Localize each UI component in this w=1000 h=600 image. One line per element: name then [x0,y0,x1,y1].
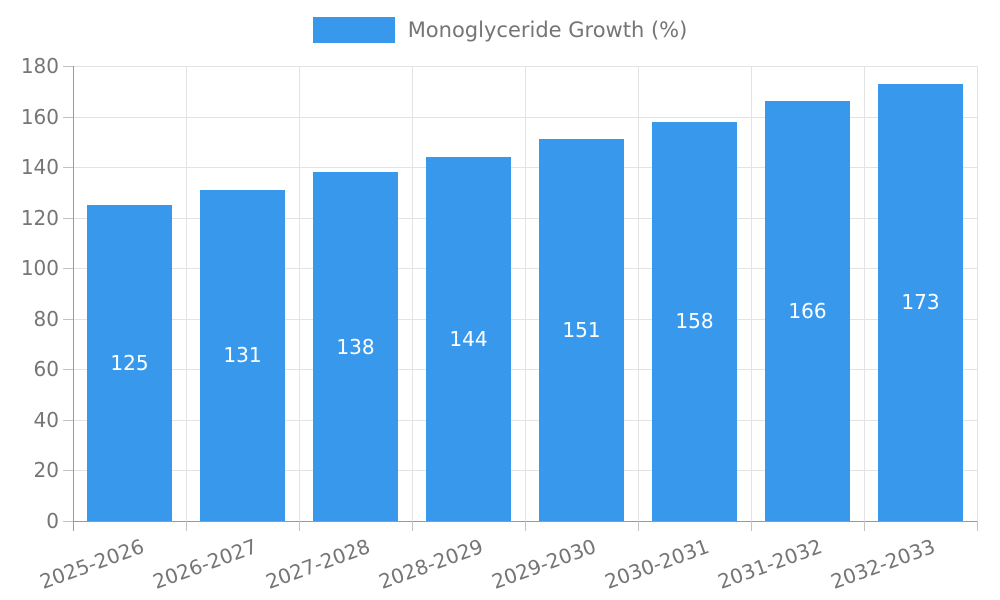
y-tick-label: 160 [20,104,59,129]
bar-value-label: 144 [449,327,488,351]
y-tick-label: 120 [20,205,59,230]
y-tick-label: 140 [20,155,59,180]
x-tick-label: 2028-2029 [376,534,487,594]
y-axis-tick [63,521,73,522]
x-tick-label: 2025-2026 [37,534,148,594]
bar: 166 [765,101,850,521]
x-axis-tick [299,521,300,531]
y-axis-tick [63,116,73,118]
y-axis-tick [63,167,73,169]
x-axis-tick [864,521,865,531]
y-axis-tick [63,268,73,270]
bar: 151 [539,139,624,521]
y-tick-label: 180 [20,54,59,78]
bar: 158 [652,121,737,521]
v-gridline [638,66,639,521]
y-axis-tick [63,318,73,320]
bar: 144 [426,157,511,521]
bar-value-label: 166 [788,299,827,324]
x-tick-label: 2032-2033 [828,534,939,594]
v-gridline [977,66,978,521]
bar-value-label: 138 [336,334,375,359]
bar: 125 [87,205,172,521]
legend[interactable]: Monoglyceride Growth (%) [0,17,1000,43]
y-tick-label: 40 [33,407,59,432]
x-axis-tick [751,521,752,531]
x-tick-label: 2029-2030 [489,534,600,594]
bar-value-label: 158 [675,309,714,334]
bar: 173 [878,83,963,521]
v-gridline [412,66,413,521]
y-axis-line [73,66,74,531]
legend-swatch-icon [312,17,395,43]
v-gridline [186,66,187,521]
y-axis-tick [63,470,73,472]
y-tick-label: 80 [33,306,59,331]
v-gridline [525,66,526,521]
bar: 138 [313,172,398,521]
bar-value-label: 131 [223,343,262,368]
y-tick-label: 60 [33,357,59,382]
bar-value-label: 173 [901,290,940,315]
y-axis-tick [63,419,73,421]
y-axis-tick [63,66,73,67]
bar-value-label: 125 [110,351,149,375]
x-axis-tick [412,521,413,531]
x-axis-tick [525,521,526,531]
x-tick-label: 2030-2031 [602,534,713,594]
x-axis-tick [977,521,978,531]
v-gridline [864,66,865,521]
y-tick-label: 100 [20,256,59,281]
x-tick-label: 2026-2027 [150,534,261,594]
v-gridline [299,66,300,521]
bar-value-label: 151 [562,318,601,343]
x-axis-tick [186,521,187,531]
y-tick-label: 20 [33,458,59,483]
x-axis-tick [638,521,639,531]
x-tick-label: 2027-2028 [263,534,374,594]
bar: 131 [200,189,285,521]
y-tick-label: 0 [46,509,59,533]
legend-label: Monoglyceride Growth (%) [407,18,688,42]
y-axis-tick [63,369,73,371]
x-tick-label: 2031-2032 [715,534,826,594]
v-gridline [751,66,752,521]
y-axis-tick [63,217,73,219]
